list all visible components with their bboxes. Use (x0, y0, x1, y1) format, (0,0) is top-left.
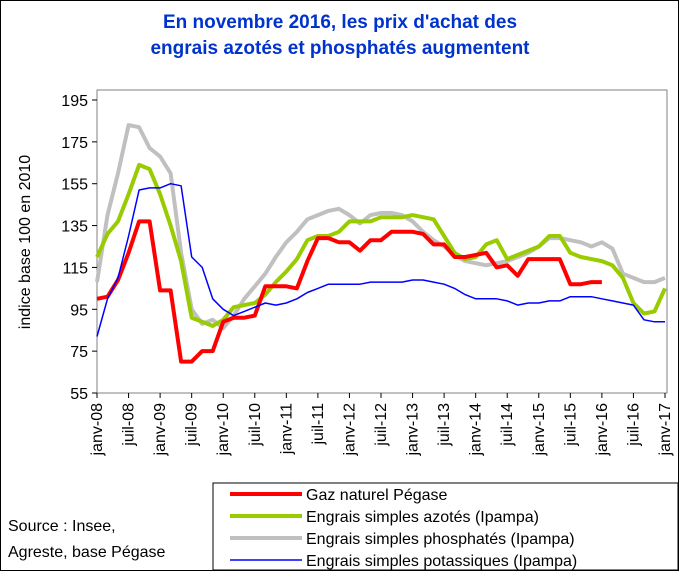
x-tick-label: juil-15 (562, 403, 579, 447)
x-tick-label: juil-11 (310, 403, 327, 446)
x-tick-label: juil-16 (625, 403, 642, 447)
y-tick-label: 75 (70, 344, 88, 361)
y-tick-label: 195 (61, 93, 88, 110)
x-tick-label: janv-12 (341, 403, 358, 457)
x-tick-label: janv-15 (531, 403, 548, 457)
y-tick-label: 115 (62, 260, 88, 277)
chart-title: En novembre 2016, les prix d'achat des en… (150, 12, 530, 59)
source-line: Source : Insee, (8, 518, 116, 535)
legend (212, 482, 679, 571)
series-line (95, 162, 667, 328)
y-tick-label: 155 (61, 177, 88, 194)
x-tick-label: janv-17 (657, 403, 674, 457)
legend-label: Gaz naturel Pégase (306, 487, 448, 504)
y-tick-label: 175 (61, 135, 88, 152)
legend-label: Engrais simples azotés (Ipampa) (306, 509, 539, 526)
x-tick-label: janv-16 (594, 403, 611, 457)
x-tick-label: juil-12 (373, 403, 390, 447)
x-tick-label: janv-09 (152, 403, 169, 457)
y-tick-label: 135 (61, 219, 88, 236)
x-tick-label: juil-08 (121, 403, 138, 447)
y-tick-label: 95 (70, 302, 88, 319)
series-line (96, 219, 602, 364)
x-tick-label: janv-14 (468, 403, 485, 457)
legend-label: Engrais simples potassiques (Ipampa) (306, 553, 577, 570)
x-tick-label: juil-13 (436, 403, 453, 447)
legend-label: Engrais simples phosphatés (Ipampa) (306, 531, 575, 548)
x-tick-label: juil-10 (247, 403, 264, 447)
series-line (96, 182, 665, 337)
x-tick-label: janv-13 (405, 403, 422, 457)
x-tick-label: juil-09 (184, 403, 201, 447)
y-tick-label: 55 (70, 386, 88, 403)
x-tick-label: juil-14 (499, 403, 516, 447)
x-tick-label: janv-10 (215, 403, 232, 457)
x-tick-label: janv-11 (278, 403, 295, 455)
source-line: Agreste, base Pégase (8, 544, 166, 561)
y-axis-label: indice base 100 en 2010 (17, 155, 34, 329)
x-tick-label: janv-08 (89, 403, 106, 457)
